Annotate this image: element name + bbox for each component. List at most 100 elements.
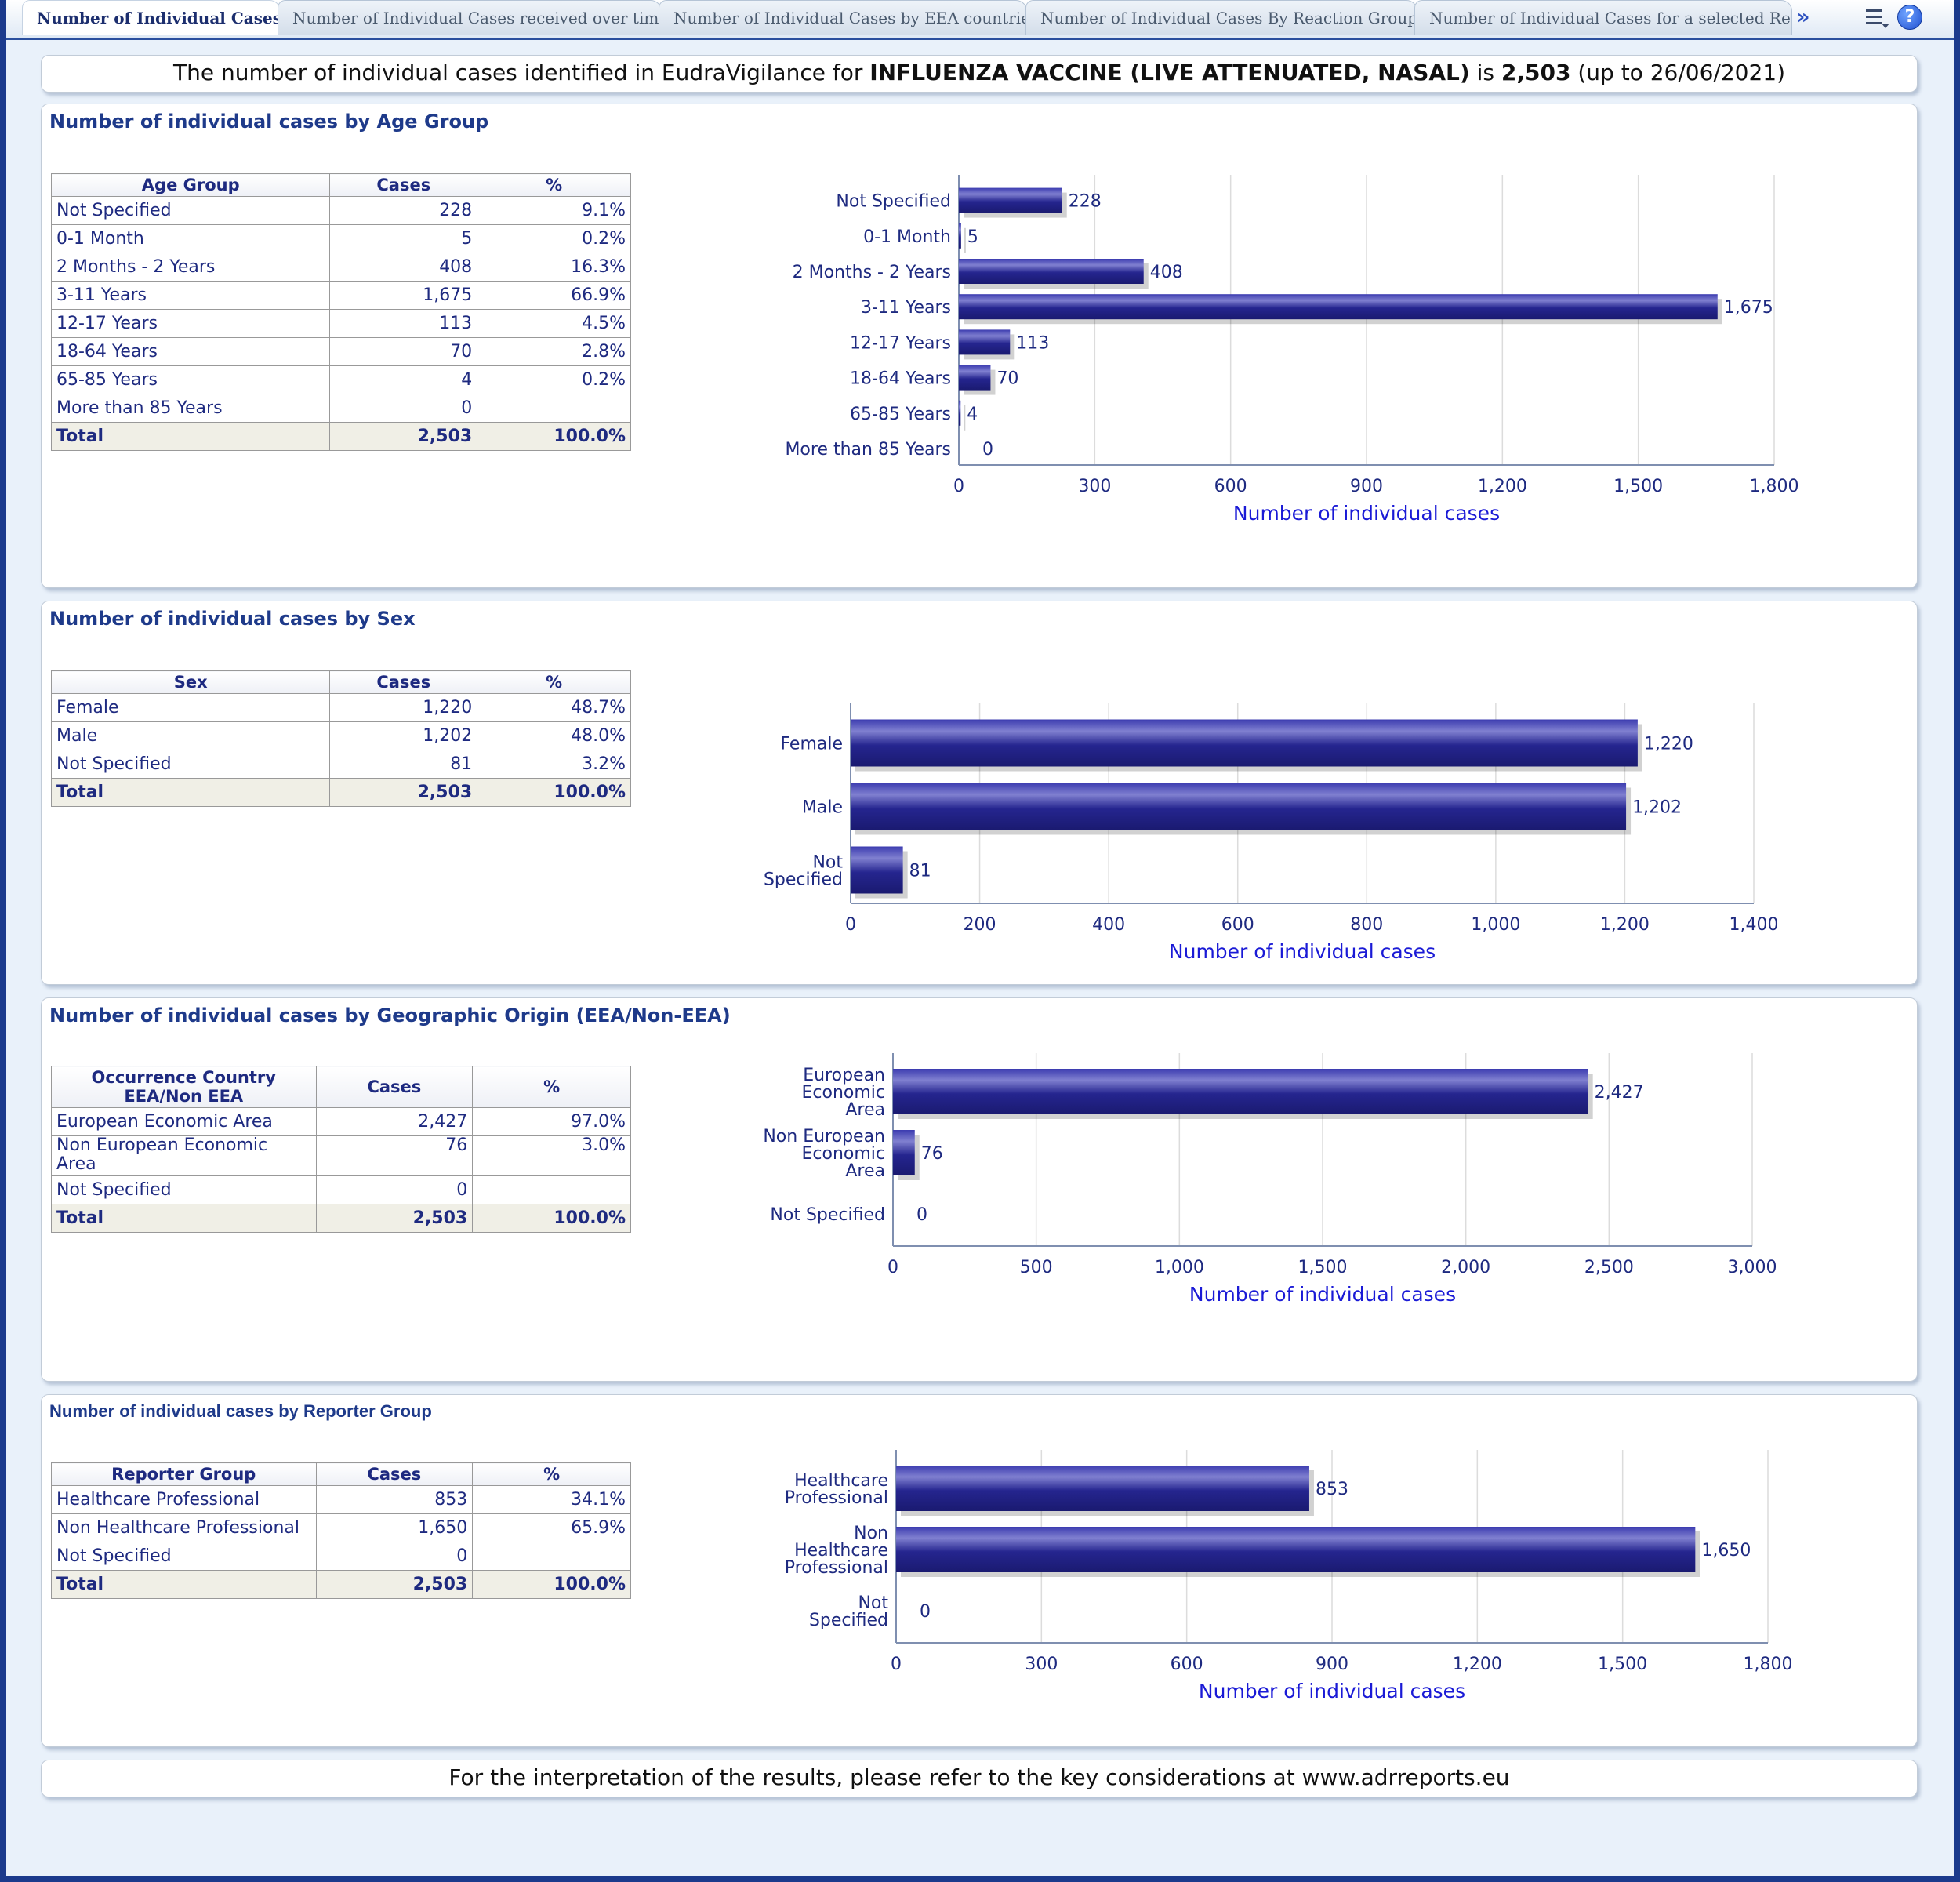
bar[interactable] (959, 294, 1718, 320)
data-label: 853 (1316, 1480, 1348, 1499)
bar[interactable] (851, 783, 1627, 830)
section-reporter-group: Number of individual cases by Reporter G… (41, 1394, 1918, 1747)
tab-cases-over-time[interactable]: Number of Individual Cases received over… (278, 0, 662, 35)
x-tick-label: 1,400 (1730, 915, 1779, 935)
x-tick-label: 900 (1350, 477, 1383, 496)
bar[interactable] (959, 365, 991, 391)
category-label: Economic (802, 1144, 886, 1164)
category-label: 65-85 Years (850, 405, 951, 424)
tab-cases-by-eea-countries[interactable]: Number of Individual Cases by EEA countr… (659, 0, 1027, 35)
bar[interactable] (851, 719, 1638, 767)
data-label: 76 (921, 1144, 943, 1164)
bar[interactable] (893, 1130, 915, 1175)
bar[interactable] (959, 400, 961, 426)
help-icon[interactable]: ? (1897, 5, 1922, 30)
table-row: 12-17 Years 113 4.5% (50, 309, 631, 338)
section-geographic-origin: Number of individual cases by Geographic… (41, 997, 1918, 1382)
table-row: Non Healthcare Professional 1,650 65.9% (51, 1513, 631, 1542)
row-percent (477, 394, 631, 423)
table-total-row: Total 2,503 100.0% (51, 1570, 631, 1599)
category-label: Specified (809, 1611, 888, 1630)
table-header: Cases (329, 173, 478, 197)
total-cases: 2,503 (315, 1204, 474, 1233)
table-header: Sex (50, 670, 331, 694)
data-label: 1,675 (1724, 298, 1773, 318)
row-cases: 5 (329, 224, 478, 253)
banner-total: 2,503 (1501, 60, 1571, 85)
row-label: Healthcare Professional (51, 1485, 317, 1514)
bar[interactable] (851, 846, 903, 894)
total-label: Total (50, 778, 331, 807)
row-cases: 1,202 (329, 721, 478, 750)
tab-cases-by-reaction-groups[interactable]: Number of Individual Cases By Reaction G… (1025, 0, 1417, 35)
tab-individual-cases[interactable]: Number of Individual Cases (22, 0, 281, 35)
data-label: 5 (967, 227, 978, 247)
sex-bar-chart: 0 200 400 600 800 1,000 1,200 1,400 Number of in… (764, 703, 1779, 963)
list-options-icon[interactable] (1864, 6, 1891, 30)
table-row: Not Specified 228 9.1% (50, 196, 631, 225)
category-label: 18-64 Years (850, 369, 951, 389)
bar[interactable] (896, 1466, 1309, 1511)
bar[interactable] (959, 187, 1062, 213)
bar[interactable] (893, 1069, 1588, 1114)
row-label: 18-64 Years (50, 337, 331, 366)
row-percent: 0.2% (477, 224, 631, 253)
category-label: Not (812, 853, 843, 873)
section-title-geographic: Number of individual cases by Geographic… (49, 1005, 731, 1026)
double-chevron-right-icon[interactable]: » (1796, 5, 1810, 29)
category-label: Economic (802, 1083, 886, 1103)
row-percent: 3.0% (472, 1135, 631, 1176)
row-cases: 2,427 (315, 1107, 474, 1136)
category-label: Healthcare (794, 1471, 888, 1491)
bar[interactable] (959, 329, 1011, 355)
row-cases: 113 (329, 309, 478, 338)
row-percent: 2.8% (477, 337, 631, 366)
row-percent: 16.3% (477, 253, 631, 282)
table-row: 0-1 Month 5 0.2% (50, 224, 631, 253)
category-label: Healthcare (794, 1541, 888, 1560)
row-cases: 1,650 (315, 1513, 474, 1542)
data-label: 408 (1150, 263, 1183, 282)
row-label: Not Specified (51, 1542, 317, 1571)
row-cases: 4 (329, 365, 478, 394)
total-percent: 100.0% (472, 1570, 631, 1599)
row-percent: 48.7% (477, 693, 631, 722)
row-label: Non Healthcare Professional (51, 1513, 317, 1542)
bar[interactable] (959, 259, 1144, 284)
x-tick-label: 900 (1316, 1655, 1348, 1674)
x-tick-label: 500 (1020, 1258, 1053, 1277)
total-label: Total (51, 1570, 317, 1599)
row-label: Not Specified (50, 750, 331, 779)
x-tick-label: 1,000 (1155, 1258, 1204, 1277)
x-tick-label: 1,200 (1453, 1655, 1502, 1674)
table-header: Occurrence Country EEA/Non EEA (51, 1066, 317, 1108)
table-header: Cases (315, 1066, 474, 1108)
category-label: 12-17 Years (850, 333, 951, 353)
bar[interactable] (959, 223, 961, 249)
data-label: 1,650 (1701, 1541, 1751, 1560)
row-label: 65-85 Years (50, 365, 331, 394)
x-tick-label: 0 (887, 1258, 898, 1277)
row-percent: 0.2% (477, 365, 631, 394)
tab-cases-selected-reaction-group[interactable]: Number of Individual Cases for a selecte… (1414, 0, 1792, 35)
category-label: More than 85 Years (785, 440, 951, 460)
x-tick-label: 1,200 (1478, 477, 1527, 496)
row-cases: 81 (329, 750, 478, 779)
total-label: Total (50, 422, 331, 451)
data-label: 0 (982, 440, 993, 460)
table-row: Not Specified 0 (51, 1542, 631, 1571)
section-age-group: Number of individual cases by Age Group … (41, 104, 1918, 588)
category-label: Male (802, 798, 843, 818)
section-title-sex: Number of individual cases by Sex (49, 608, 416, 630)
row-percent: 4.5% (477, 309, 631, 338)
x-tick-label: 0 (845, 915, 856, 935)
row-label: 2 Months - 2 Years (50, 253, 331, 282)
row-label: European Economic Area (51, 1107, 317, 1136)
table-total-row: Total 2,503 100.0% (51, 1204, 631, 1233)
banner-product: INFLUENZA VACCINE (LIVE ATTENUATED, NASA… (869, 60, 1470, 85)
category-label: Area (845, 1100, 885, 1120)
x-tick-label: 2,000 (1441, 1258, 1490, 1277)
sex-table: Sex Cases % Female 1,220 48.7% Male 1,202 48… (50, 670, 631, 807)
bar[interactable] (896, 1527, 1696, 1572)
x-tick-label: 1,800 (1744, 1655, 1793, 1674)
